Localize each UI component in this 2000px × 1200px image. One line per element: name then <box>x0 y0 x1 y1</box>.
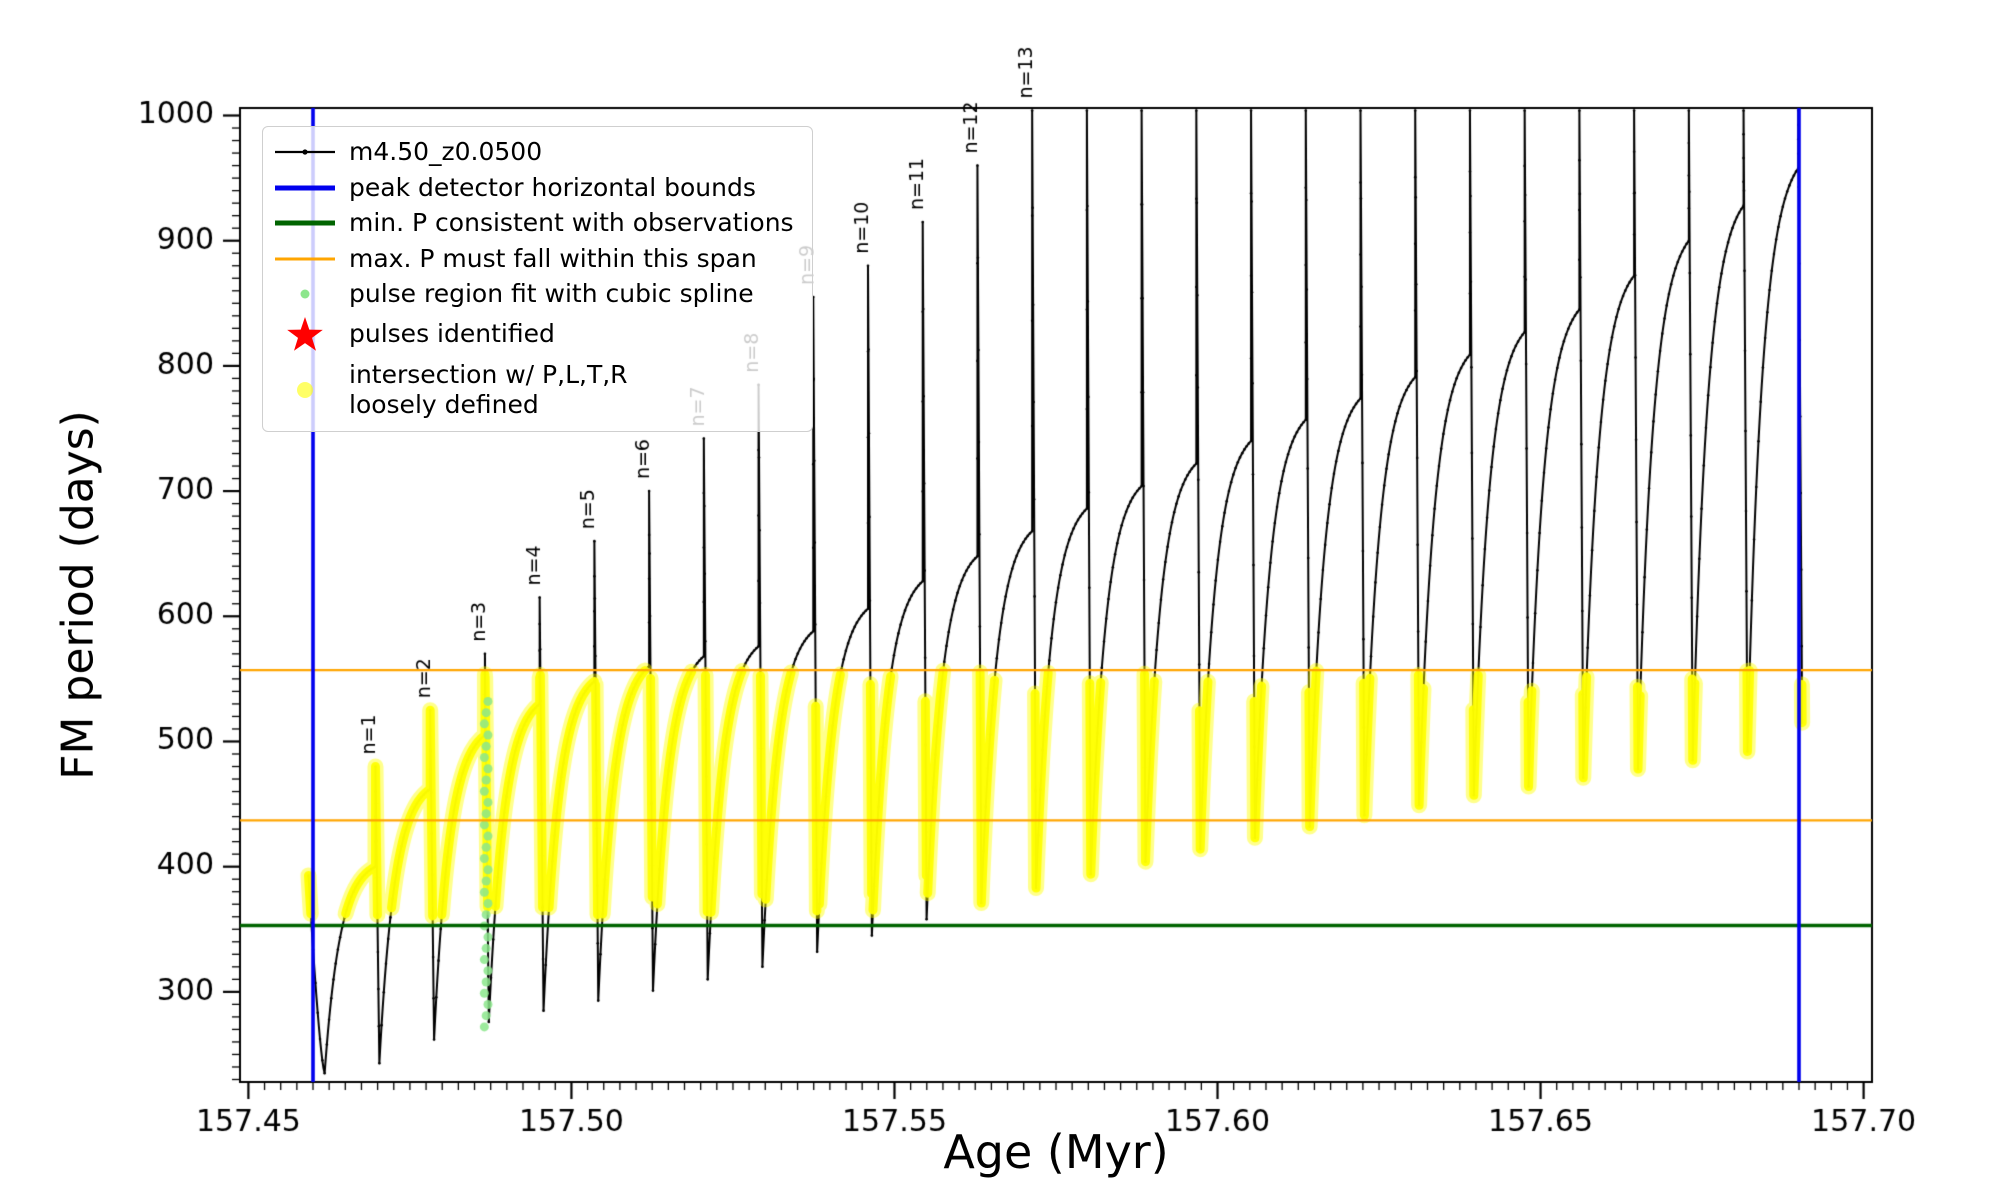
blue-line-icon <box>273 177 337 199</box>
legend-item-pulses: pulses identified <box>273 315 794 355</box>
legend-label: peak detector horizontal bounds <box>349 172 756 202</box>
legend-item-max-p: max. P must fall within this span <box>273 244 794 275</box>
y-axis-label: FM period (days) <box>52 410 104 780</box>
green-dot-icon <box>273 283 337 305</box>
legend-item-peak-bounds: peak detector horizontal bounds <box>273 173 794 204</box>
orange-line-icon <box>273 248 337 270</box>
legend-item-intersection: intersection w/ P,L,T,R loosely defined <box>273 360 794 421</box>
legend-item-min-p: min. P consistent with observations <box>273 208 794 239</box>
legend-label: max. P must fall within this span <box>349 243 757 273</box>
x-axis-label: Age (Myr) <box>943 1125 1169 1179</box>
legend: m4.50_z0.0500 peak detector horizontal b… <box>262 126 813 432</box>
legend-label: pulse region fit with cubic spline <box>349 279 754 308</box>
yellow-dot-icon <box>273 375 337 405</box>
legend-item-series: m4.50_z0.0500 <box>273 137 794 168</box>
legend-label: m4.50_z0.0500 <box>349 137 543 166</box>
legend-label: pulses identified <box>349 319 555 349</box>
legend-label: min. P consistent with observations <box>349 208 794 237</box>
legend-item-pulse-fit: pulse region fit with cubic spline <box>273 279 794 310</box>
legend-label: intersection w/ P,L,T,R loosely defined <box>349 359 628 420</box>
series-line-marker-icon <box>273 141 337 163</box>
red-star-icon <box>273 315 337 355</box>
green-line-icon <box>273 212 337 234</box>
